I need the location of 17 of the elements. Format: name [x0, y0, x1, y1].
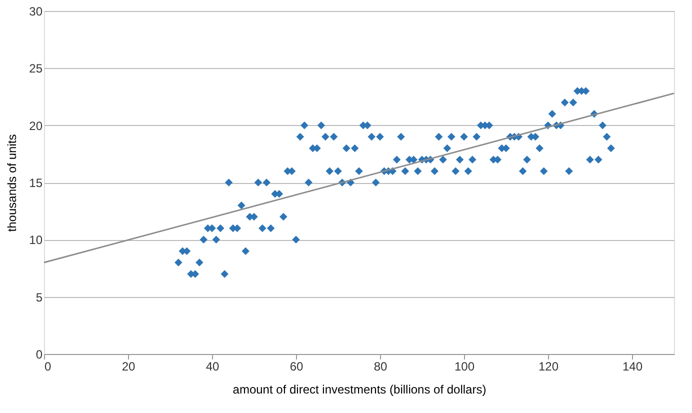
x-tick-label: 20: [122, 360, 136, 374]
y-tick-label: 25: [29, 62, 43, 76]
x-tick-label: 60: [290, 360, 304, 374]
x-tick-label: 140: [622, 360, 643, 374]
x-tick-label: 80: [374, 360, 388, 374]
x-axis-title: amount of direct investments (billions of dollars): [232, 382, 486, 396]
x-tick-label: 40: [206, 360, 220, 374]
x-tick-label: 100: [454, 360, 475, 374]
y-tick-label: 10: [29, 233, 43, 248]
x-tick-label: 120: [538, 360, 559, 374]
y-tick-label: 20: [29, 118, 43, 133]
y-tick-label: 30: [29, 4, 43, 18]
y-tick-label: 5: [36, 290, 43, 304]
y-tick-label: 0: [36, 348, 43, 362]
y-axis-title: thousands of units: [5, 134, 20, 232]
x-tick-label: 0: [44, 360, 52, 374]
y-tick-label: 15: [29, 176, 43, 190]
